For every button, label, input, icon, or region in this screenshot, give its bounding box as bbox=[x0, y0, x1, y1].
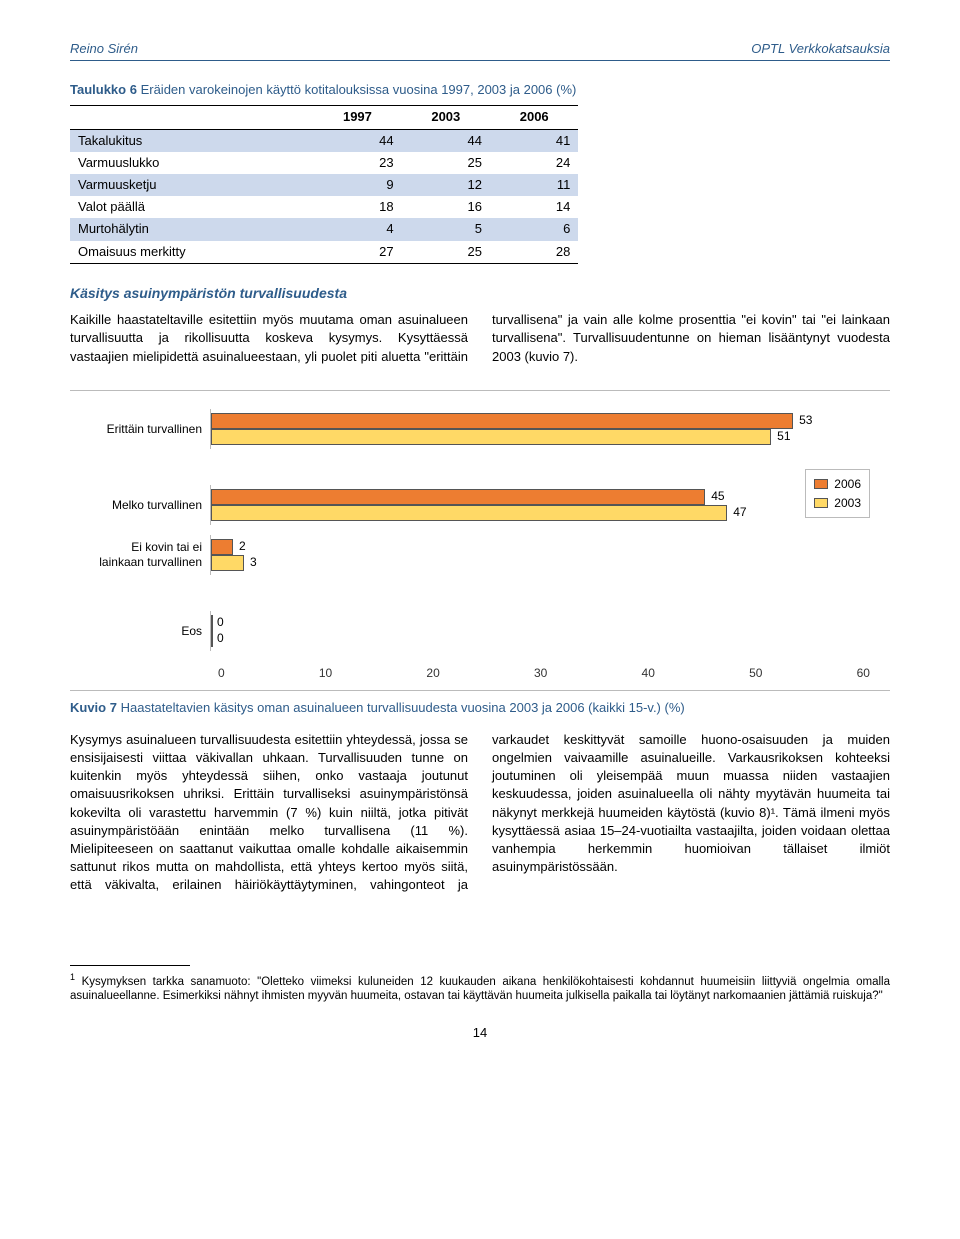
header-publication: OPTL Verkkokatsauksia bbox=[751, 40, 890, 58]
bar-2006 bbox=[211, 413, 793, 429]
chart7: Erittäin turvallinen 53 51 Melko turvalline… bbox=[70, 390, 890, 717]
chart-legend: 2006 2003 bbox=[805, 469, 870, 519]
axis-tick: 60 bbox=[857, 665, 870, 682]
table-cell: 44 bbox=[402, 129, 490, 152]
chart-category-label: Ei kovin tai ei lainkaan turvallinen bbox=[90, 540, 210, 569]
table6: 199720032006 Takalukitus444441Varmuusluk… bbox=[70, 105, 578, 263]
chart-category-row: Eos00 bbox=[90, 611, 870, 651]
table-cell: 11 bbox=[490, 174, 578, 196]
table-header-cell: 1997 bbox=[313, 106, 401, 129]
bar-2006 bbox=[211, 615, 213, 631]
axis-tick: 50 bbox=[749, 665, 762, 682]
table-cell: Varmuuslukko bbox=[70, 152, 313, 174]
section-body: Kaikille haastateltaville esitettiin myö… bbox=[70, 311, 890, 366]
table-cell: Varmuusketju bbox=[70, 174, 313, 196]
table-cell: 14 bbox=[490, 196, 578, 218]
table-cell: Takalukitus bbox=[70, 129, 313, 152]
bar-2006 bbox=[211, 489, 705, 505]
section-body-text: Kaikille haastateltaville esitettiin myö… bbox=[70, 311, 890, 366]
table-cell: 27 bbox=[313, 241, 401, 264]
chart-category-label: Eos bbox=[90, 624, 210, 638]
table-row: Takalukitus444441 bbox=[70, 129, 578, 152]
table-header-cell bbox=[70, 106, 313, 129]
bar-value: 45 bbox=[711, 488, 724, 505]
footnote-separator bbox=[70, 965, 190, 966]
legend-swatch bbox=[814, 479, 828, 489]
bar-2006 bbox=[211, 539, 233, 555]
bar-value: 51 bbox=[777, 428, 790, 445]
table-row: Omaisuus merkitty272528 bbox=[70, 241, 578, 264]
lower-body-text: Kysymys asuinalueen turvallisuudesta esi… bbox=[70, 731, 890, 895]
table-cell: 41 bbox=[490, 129, 578, 152]
bar-value: 3 bbox=[250, 554, 257, 571]
table-cell: 25 bbox=[402, 241, 490, 264]
chart-bars: 45 47 bbox=[210, 485, 870, 525]
table-header-cell: 2003 bbox=[402, 106, 490, 129]
bar-2003 bbox=[211, 429, 771, 445]
chart-category-label: Melko turvallinen bbox=[90, 498, 210, 512]
chart-category-row: Erittäin turvallinen 53 51 bbox=[90, 409, 870, 449]
table-cell: 25 bbox=[402, 152, 490, 174]
bar-value: 2 bbox=[239, 538, 246, 555]
table-cell: 28 bbox=[490, 241, 578, 264]
chart7-caption-text: Haastateltavien käsitys oman asuinalueen… bbox=[121, 700, 685, 715]
bar-2003 bbox=[211, 631, 213, 647]
legend-swatch bbox=[814, 498, 828, 508]
chart7-caption-label: Kuvio 7 bbox=[70, 700, 117, 715]
bar-2003 bbox=[211, 555, 244, 571]
table-row: Murtohälytin456 bbox=[70, 218, 578, 240]
chart-bars: 53 51 bbox=[210, 409, 870, 449]
table6-caption-label: Taulukko 6 bbox=[70, 82, 137, 97]
axis-tick: 40 bbox=[642, 665, 655, 682]
table-row: Varmuuslukko232524 bbox=[70, 152, 578, 174]
legend-label: 2006 bbox=[834, 476, 861, 493]
chart-bars: 00 bbox=[210, 611, 870, 651]
legend-label: 2003 bbox=[834, 495, 861, 512]
table6-caption: Taulukko 6 Eräiden varokeinojen käyttö k… bbox=[70, 81, 890, 99]
table-cell: 4 bbox=[313, 218, 401, 240]
table-cell: Omaisuus merkitty bbox=[70, 241, 313, 264]
axis-tick: 10 bbox=[319, 665, 332, 682]
bar-value: 0 bbox=[217, 630, 224, 647]
table-cell: 12 bbox=[402, 174, 490, 196]
table-cell: 18 bbox=[313, 196, 401, 218]
table-cell: 23 bbox=[313, 152, 401, 174]
table-row: Valot päällä181614 bbox=[70, 196, 578, 218]
section-title: Käsitys asuinympäristön turvallisuudesta bbox=[70, 284, 890, 304]
table6-caption-text: Eräiden varokeinojen käyttö kotitalouksi… bbox=[141, 82, 577, 97]
footnote: 1 Kysymyksen tarkka sanamuoto: "Oletteko… bbox=[70, 972, 890, 1005]
footnote-text: Kysymyksen tarkka sanamuoto: "Oletteko v… bbox=[70, 975, 890, 1002]
table-header-cell: 2006 bbox=[490, 106, 578, 129]
chart-bars: 23 bbox=[210, 535, 870, 575]
bar-2003 bbox=[211, 505, 727, 521]
bar-value: 47 bbox=[733, 504, 746, 521]
table-cell: 16 bbox=[402, 196, 490, 218]
bar-value: 53 bbox=[799, 412, 812, 429]
legend-item: 2003 bbox=[814, 495, 861, 512]
table-cell: 5 bbox=[402, 218, 490, 240]
axis-tick: 0 bbox=[218, 665, 225, 682]
page-number: 14 bbox=[70, 1024, 890, 1042]
chart-category-row: Melko turvallinen 45 47 bbox=[90, 485, 870, 525]
chart-category-label: Erittäin turvallinen bbox=[90, 422, 210, 436]
footnote-number: 1 bbox=[70, 972, 75, 982]
table-cell: 6 bbox=[490, 218, 578, 240]
table-cell: 9 bbox=[313, 174, 401, 196]
legend-item: 2006 bbox=[814, 476, 861, 493]
page-header: Reino Sirén OPTL Verkkokatsauksia bbox=[70, 40, 890, 61]
axis-tick: 30 bbox=[534, 665, 547, 682]
bar-value: 0 bbox=[217, 614, 224, 631]
table-cell: 44 bbox=[313, 129, 401, 152]
table-cell: 24 bbox=[490, 152, 578, 174]
lower-body: Kysymys asuinalueen turvallisuudesta esi… bbox=[70, 731, 890, 895]
chart7-caption: Kuvio 7 Haastateltavien käsitys oman asu… bbox=[70, 699, 890, 717]
header-author: Reino Sirén bbox=[70, 40, 138, 58]
axis-tick: 20 bbox=[426, 665, 439, 682]
table-cell: Murtohälytin bbox=[70, 218, 313, 240]
table-cell: Valot päällä bbox=[70, 196, 313, 218]
chart-category-row: Ei kovin tai ei lainkaan turvallinen23 bbox=[90, 535, 870, 575]
table-row: Varmuusketju91211 bbox=[70, 174, 578, 196]
